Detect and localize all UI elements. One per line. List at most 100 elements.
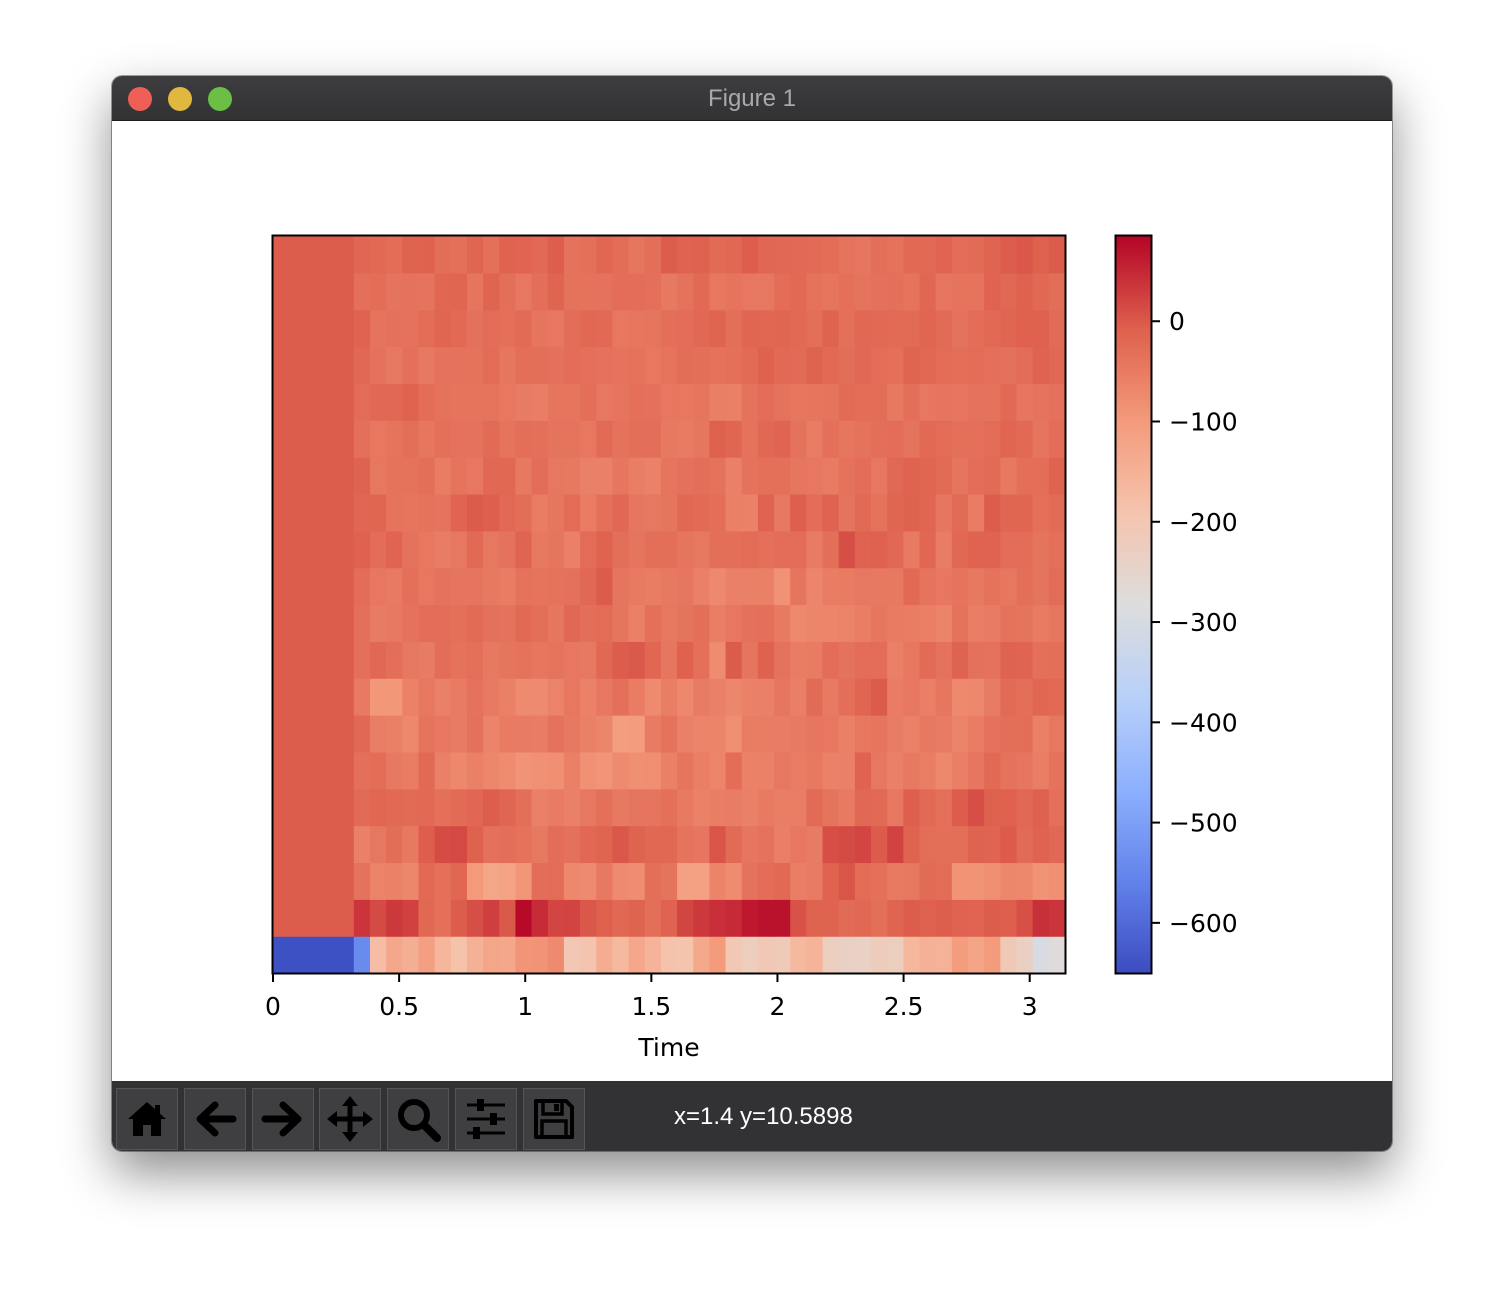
heatmap-cell — [547, 567, 565, 606]
heatmap-cell — [515, 715, 533, 753]
heatmap-cell — [919, 567, 937, 606]
heatmap-cell — [1016, 788, 1034, 827]
heatmap-cell — [903, 604, 921, 642]
heatmap-cell — [369, 346, 387, 384]
close-window-button[interactable] — [128, 87, 152, 111]
heatmap-cell — [854, 899, 872, 937]
save-button[interactable] — [523, 1088, 585, 1150]
heatmap-cell — [806, 825, 824, 864]
heatmap-cell — [547, 530, 565, 569]
heatmap-cell — [693, 457, 710, 495]
heatmap-cell — [854, 641, 872, 679]
heatmap-cell — [402, 567, 420, 606]
heatmap-cell — [660, 936, 678, 974]
configure-subplots-button[interactable] — [455, 1088, 517, 1150]
figure-canvas[interactable]: 0 0.5 1 1.5 2 2.5 3 Time 0 −100 −200 −300 −400 −500… — [112, 121, 1392, 1081]
heatmap-cell — [353, 899, 371, 937]
heatmap-cell — [919, 604, 937, 642]
heatmap-cell — [1016, 346, 1034, 384]
heatmap-cell — [369, 530, 387, 569]
heatmap-cell — [547, 457, 565, 495]
heatmap-cell — [822, 493, 840, 532]
forward-button[interactable] — [252, 1088, 314, 1150]
heatmap-cell — [418, 420, 436, 458]
minimize-window-button[interactable] — [168, 87, 192, 111]
heatmap-cell — [806, 899, 824, 937]
heatmap-cell — [305, 678, 323, 716]
heatmap-cell — [337, 825, 355, 864]
heatmap-cell — [483, 272, 500, 311]
heatmap-cell — [289, 604, 306, 642]
heatmap-cell — [887, 457, 904, 495]
heatmap-cell — [903, 715, 921, 753]
heatmap-cell — [806, 383, 824, 421]
heatmap-cell — [709, 383, 727, 421]
heatmap-cell — [321, 383, 339, 421]
heatmap-cell — [483, 899, 500, 937]
heatmap-cell — [935, 493, 953, 532]
home-button[interactable] — [116, 1088, 178, 1150]
heatmap-cell — [305, 493, 323, 532]
heatmap-cell — [854, 236, 872, 274]
heatmap-cell — [628, 309, 646, 348]
heatmap-cell — [289, 936, 306, 974]
heatmap-cell — [289, 383, 306, 421]
heatmap-cell — [741, 420, 759, 458]
heatmap-cell — [1048, 899, 1066, 937]
heatmap-cell — [369, 493, 387, 532]
heatmap-cell — [386, 604, 403, 642]
heatmap-cell — [822, 678, 840, 716]
heatmap-cell — [515, 457, 533, 495]
heatmap-cell — [1048, 604, 1066, 642]
heatmap-cell — [321, 788, 339, 827]
heatmap-cell — [660, 530, 678, 569]
heatmap-cell — [693, 751, 710, 790]
heatmap-cell — [466, 604, 484, 642]
heatmap-cell — [499, 788, 517, 827]
heatmap-cell — [677, 236, 694, 274]
heatmap-cell — [580, 530, 597, 569]
heatmap-cell — [757, 457, 775, 495]
heatmap-cell — [951, 641, 969, 679]
heatmap-cell — [321, 751, 339, 790]
heatmap-cell — [984, 604, 1001, 642]
move-icon — [327, 1096, 373, 1142]
heatmap-cell — [757, 715, 775, 753]
heatmap-cell — [838, 272, 856, 311]
heatmap-cell — [709, 862, 727, 900]
heatmap-cell — [854, 272, 872, 311]
heatmap-cell — [968, 936, 985, 974]
x-tick-label: 2.5 — [884, 992, 924, 1021]
heatmap-cell — [1048, 272, 1066, 311]
heatmap-cell — [790, 604, 807, 642]
zoom-button[interactable] — [387, 1088, 449, 1150]
x-tick-label: 2 — [770, 992, 786, 1021]
heatmap-cell — [596, 236, 614, 274]
heatmap-cell — [515, 936, 533, 974]
heatmap-cell — [903, 236, 921, 274]
heatmap-cell — [337, 493, 355, 532]
heatmap-cell — [790, 678, 807, 716]
heatmap-cell — [741, 825, 759, 864]
zoom-window-button[interactable] — [208, 87, 232, 111]
heatmap-cell — [386, 420, 403, 458]
back-button[interactable] — [184, 1088, 246, 1150]
spectrogram-plot[interactable]: 0 0.5 1 1.5 2 2.5 3 Time 0 −100 −200 −300 −400 −500… — [112, 121, 1392, 1081]
pan-button[interactable] — [319, 1088, 381, 1150]
heatmap-cell — [1032, 641, 1050, 679]
heatmap-cell — [1048, 309, 1066, 348]
heatmap-cell — [466, 641, 484, 679]
heatmap-cell — [968, 272, 985, 311]
heatmap-cell — [531, 825, 549, 864]
heatmap-cell — [725, 678, 743, 716]
heatmap-cell — [628, 641, 646, 679]
heatmap-cell — [935, 567, 953, 606]
heatmap-cell — [725, 715, 743, 753]
heatmap-cell — [644, 383, 662, 421]
heatmap-cell — [1048, 862, 1066, 900]
heatmap-cell — [919, 383, 937, 421]
heatmap-cell — [273, 751, 290, 790]
heatmap-cell — [871, 862, 888, 900]
heatmap-cell — [935, 530, 953, 569]
heatmap-cell — [660, 604, 678, 642]
